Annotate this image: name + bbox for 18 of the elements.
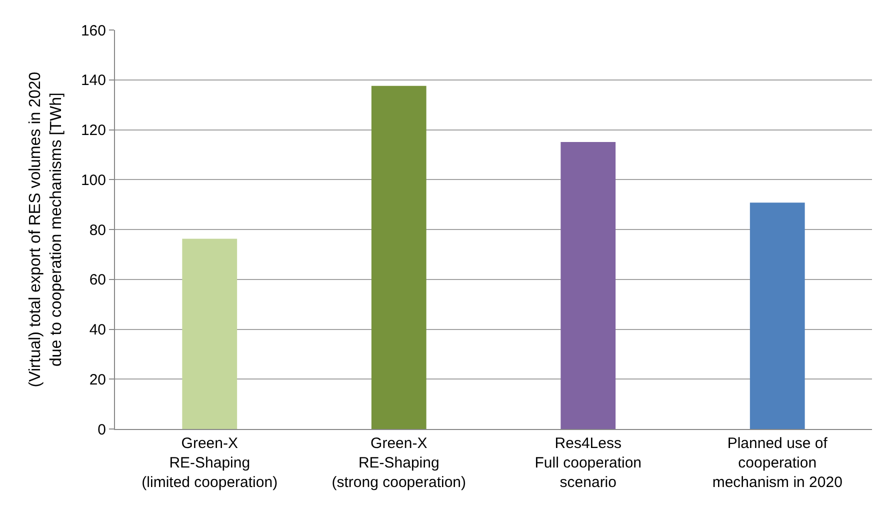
y-tick-label: 120 <box>80 122 106 139</box>
y-tick-label: 160 <box>80 22 106 40</box>
bar <box>371 86 426 429</box>
y-tick-label: 0 <box>98 421 106 438</box>
bar <box>560 142 616 429</box>
y-tick-label: 40 <box>89 322 106 338</box>
y-tick-label: 140 <box>80 72 106 90</box>
x-tick-label: Res4Less Full cooperation scenario <box>534 435 642 491</box>
y-tick-label: 80 <box>89 222 106 239</box>
x-tick-label: Green-X RE-Shaping (limited cooperation) <box>142 435 278 491</box>
y-tick-label: 100 <box>80 172 106 189</box>
y-tick-label: 20 <box>89 371 106 388</box>
y-tick-label: 60 <box>89 272 106 289</box>
x-tick-label: Green-X RE-Shaping (strong cooperation) <box>332 435 466 491</box>
x-tick-label: Planned use of cooperation mechanism in 2020 <box>712 435 842 491</box>
y-axis-title: (Virtual) total export of RES volumes in 2020 due to cooperation mechanisms [TWh] <box>27 72 65 388</box>
bar <box>182 238 238 429</box>
bar <box>750 202 805 429</box>
